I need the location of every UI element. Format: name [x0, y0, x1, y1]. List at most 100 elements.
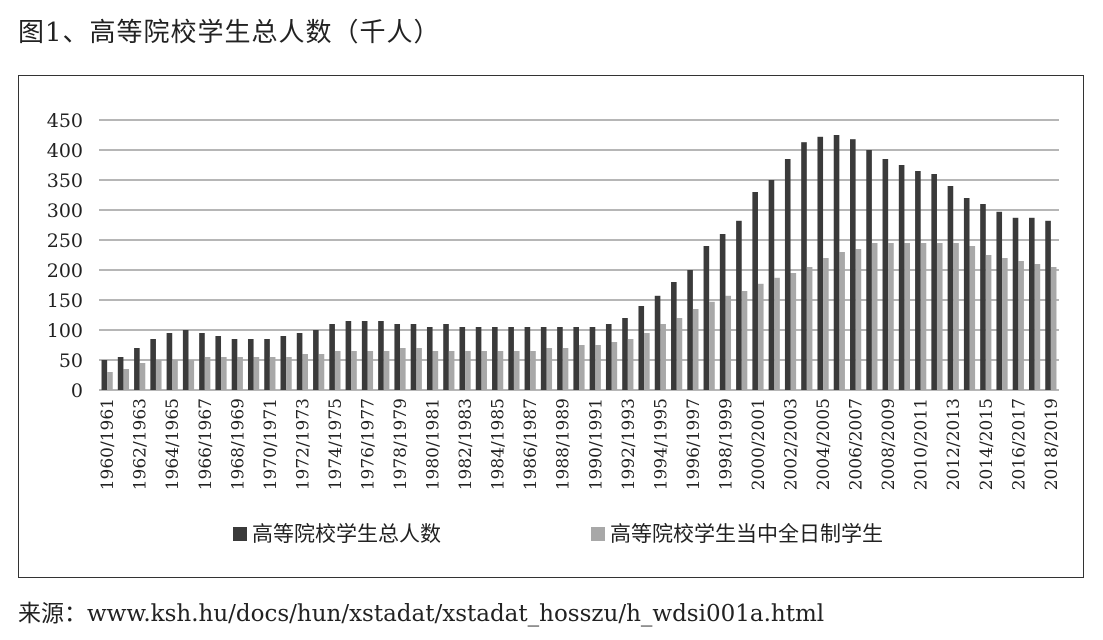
bar-fulltime: [839, 252, 845, 390]
bar-total: [752, 192, 758, 390]
bar-fulltime: [595, 345, 601, 390]
bar-total: [833, 135, 840, 390]
bar-fulltime: [1018, 261, 1024, 390]
bar-total: [801, 142, 807, 390]
bar-fulltime: [627, 339, 634, 390]
x-tick-label: 1960/1961: [98, 398, 118, 490]
y-tick-label: 250: [47, 230, 83, 252]
bar-fulltime: [269, 357, 276, 390]
bar-fulltime: [611, 342, 618, 390]
x-tick-label: 2006/2007: [847, 398, 867, 490]
bar-total: [264, 339, 270, 390]
bar-total: [573, 327, 579, 390]
bar-total: [410, 324, 417, 390]
bar-total: [947, 186, 954, 390]
x-tick-label: 1974/1975: [326, 398, 346, 490]
legend-label-series2: 高等院校学生当中全日制学生: [610, 522, 883, 546]
x-tick-label: 2014/2015: [977, 398, 997, 490]
x-tick-label: 2000/2001: [749, 398, 769, 490]
bar-total: [1012, 217, 1019, 390]
bar-total: [231, 339, 238, 390]
bar-fulltime: [1002, 258, 1008, 390]
bar-fulltime: [969, 246, 976, 390]
bar-fulltime: [725, 295, 732, 390]
bar-total: [540, 327, 547, 390]
bar-fulltime: [855, 249, 862, 390]
bar-fulltime: [302, 354, 308, 390]
bar-total: [182, 330, 189, 390]
bar-total: [605, 324, 612, 390]
bar-fulltime: [497, 351, 504, 390]
x-tick-label: 2004/2005: [814, 398, 834, 490]
x-tick-label: 2016/2017: [1009, 398, 1029, 490]
bar-fulltime: [318, 354, 325, 390]
bar-total: [508, 327, 514, 390]
bar-fulltime: [139, 363, 146, 390]
x-tick-label: 1968/1969: [228, 398, 248, 490]
bar-total: [817, 136, 824, 390]
bar-total: [915, 171, 921, 390]
x-tick-label: 2008/2009: [879, 398, 899, 490]
x-tick-label: 1972/1973: [293, 398, 313, 490]
y-tick-label: 350: [47, 170, 83, 192]
x-axis-tick-labels: 1960/1961 1962/1963 1964/1965 1966/1967 1968…: [98, 398, 1062, 490]
bar-total: [492, 327, 498, 390]
bar-total: [557, 327, 563, 390]
bar-fulltime: [562, 348, 569, 390]
y-tick-label: 300: [47, 200, 83, 222]
bar-total: [882, 159, 889, 390]
bar-fulltime: [920, 243, 927, 390]
x-tick-label: 1980/1981: [424, 398, 444, 490]
bar-total: [296, 333, 303, 390]
x-tick-label: 1992/1993: [619, 398, 639, 490]
bar-total: [687, 270, 693, 390]
bar-fulltime: [888, 243, 894, 390]
bar-total: [475, 327, 482, 390]
x-tick-label: 1978/1979: [391, 398, 411, 490]
bar-total: [784, 159, 791, 390]
bar-total: [199, 333, 205, 390]
bar-fulltime: [334, 351, 341, 390]
bar-total: [1045, 220, 1051, 390]
x-tick-label: 2018/2019: [1042, 398, 1062, 490]
bar-fulltime: [774, 277, 780, 390]
bar-total: [736, 220, 742, 390]
bar-fulltime: [123, 369, 130, 390]
bar-total: [134, 348, 140, 390]
bars: [101, 135, 1057, 390]
bar-total: [247, 339, 254, 390]
bar-fulltime: [806, 267, 813, 390]
bar-fulltime: [188, 360, 195, 390]
x-tick-label: 2002/2003: [782, 398, 802, 490]
bar-fulltime: [676, 318, 683, 390]
bar-fulltime: [286, 357, 292, 390]
bar-fulltime: [644, 333, 650, 390]
legend-label-series1: 高等院校学生总人数: [252, 522, 441, 546]
bar-fulltime: [904, 243, 911, 390]
bar-fulltime: [221, 357, 227, 390]
x-tick-label: 1962/1963: [131, 398, 151, 490]
bar-total: [671, 282, 677, 390]
bar-total: [345, 321, 352, 390]
bar-total: [654, 295, 661, 390]
bar-total: [703, 246, 710, 390]
bar-fulltime: [448, 351, 455, 390]
bar-fulltime: [481, 351, 487, 390]
y-tick-label: 200: [47, 260, 83, 282]
bar-fulltime: [1034, 264, 1041, 390]
bar-fulltime: [172, 360, 178, 390]
x-tick-label: 1970/1971: [261, 398, 281, 490]
bar-fulltime: [823, 258, 829, 390]
bar-total: [719, 234, 726, 390]
bar-total: [378, 321, 384, 390]
x-tick-label: 1994/1995: [651, 398, 671, 490]
legend-swatch-series2: [591, 527, 605, 541]
bar-total: [963, 198, 970, 390]
bar-fulltime: [660, 324, 666, 390]
y-tick-label: 450: [47, 110, 83, 132]
bar-total: [361, 321, 368, 390]
bar-fulltime: [757, 283, 764, 390]
bar-total: [1028, 217, 1035, 390]
bar-total: [980, 204, 986, 390]
